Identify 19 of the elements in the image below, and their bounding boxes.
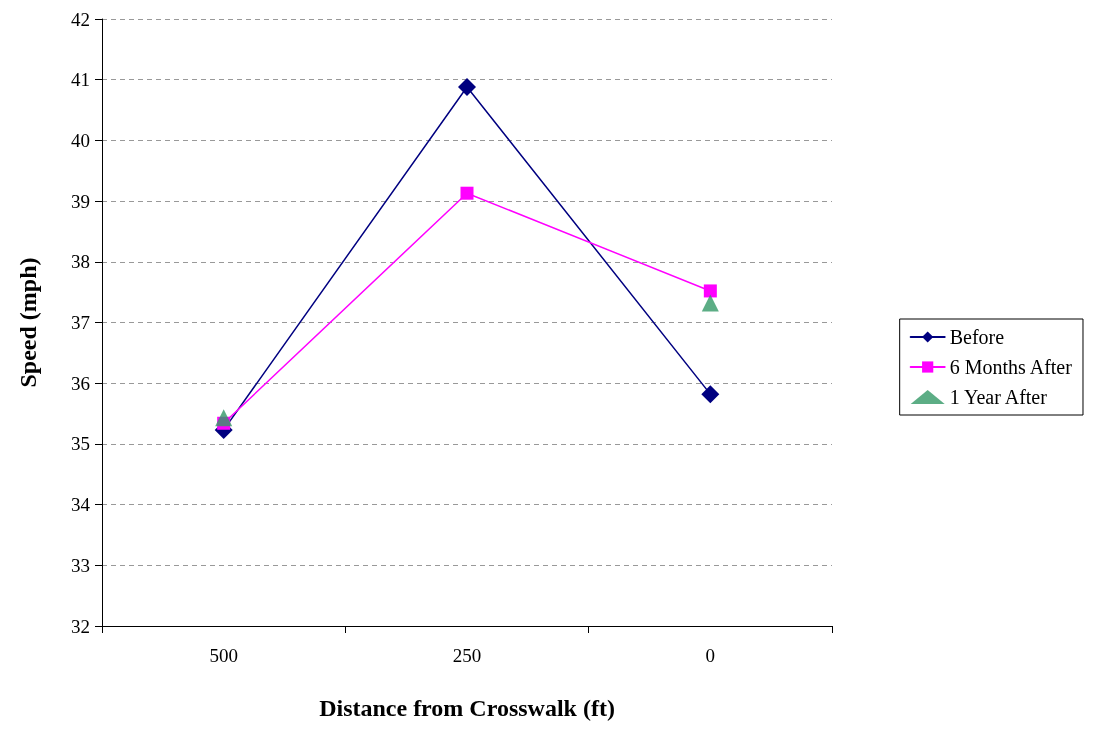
x-tick-label: 500 xyxy=(209,645,238,666)
y-tick-label: 41 xyxy=(71,69,90,91)
legend-label: 6 Months After xyxy=(949,356,1073,378)
y-tick-label: 32 xyxy=(71,615,90,637)
x-tick-label: 0 xyxy=(705,645,716,666)
x-tick-label: 250 xyxy=(452,645,482,666)
x-axis-title: Distance from Crosswalk (ft) xyxy=(319,695,615,721)
y-tick-label: 42 xyxy=(71,8,90,30)
y-axis-title: Speed (mph) xyxy=(15,257,41,388)
y-tick-label: 36 xyxy=(71,372,90,394)
y-tick-label: 34 xyxy=(71,494,91,516)
y-tick-label: 39 xyxy=(71,190,90,212)
legend-label: Before xyxy=(949,326,1005,348)
y-tick-label: 37 xyxy=(71,312,90,333)
legend-label: 1 Year After xyxy=(949,386,1048,408)
y-tick-label: 40 xyxy=(71,129,90,151)
y-tick-label: 38 xyxy=(71,251,90,273)
y-tick-label: 35 xyxy=(71,433,90,455)
y-tick-label: 33 xyxy=(71,554,90,576)
